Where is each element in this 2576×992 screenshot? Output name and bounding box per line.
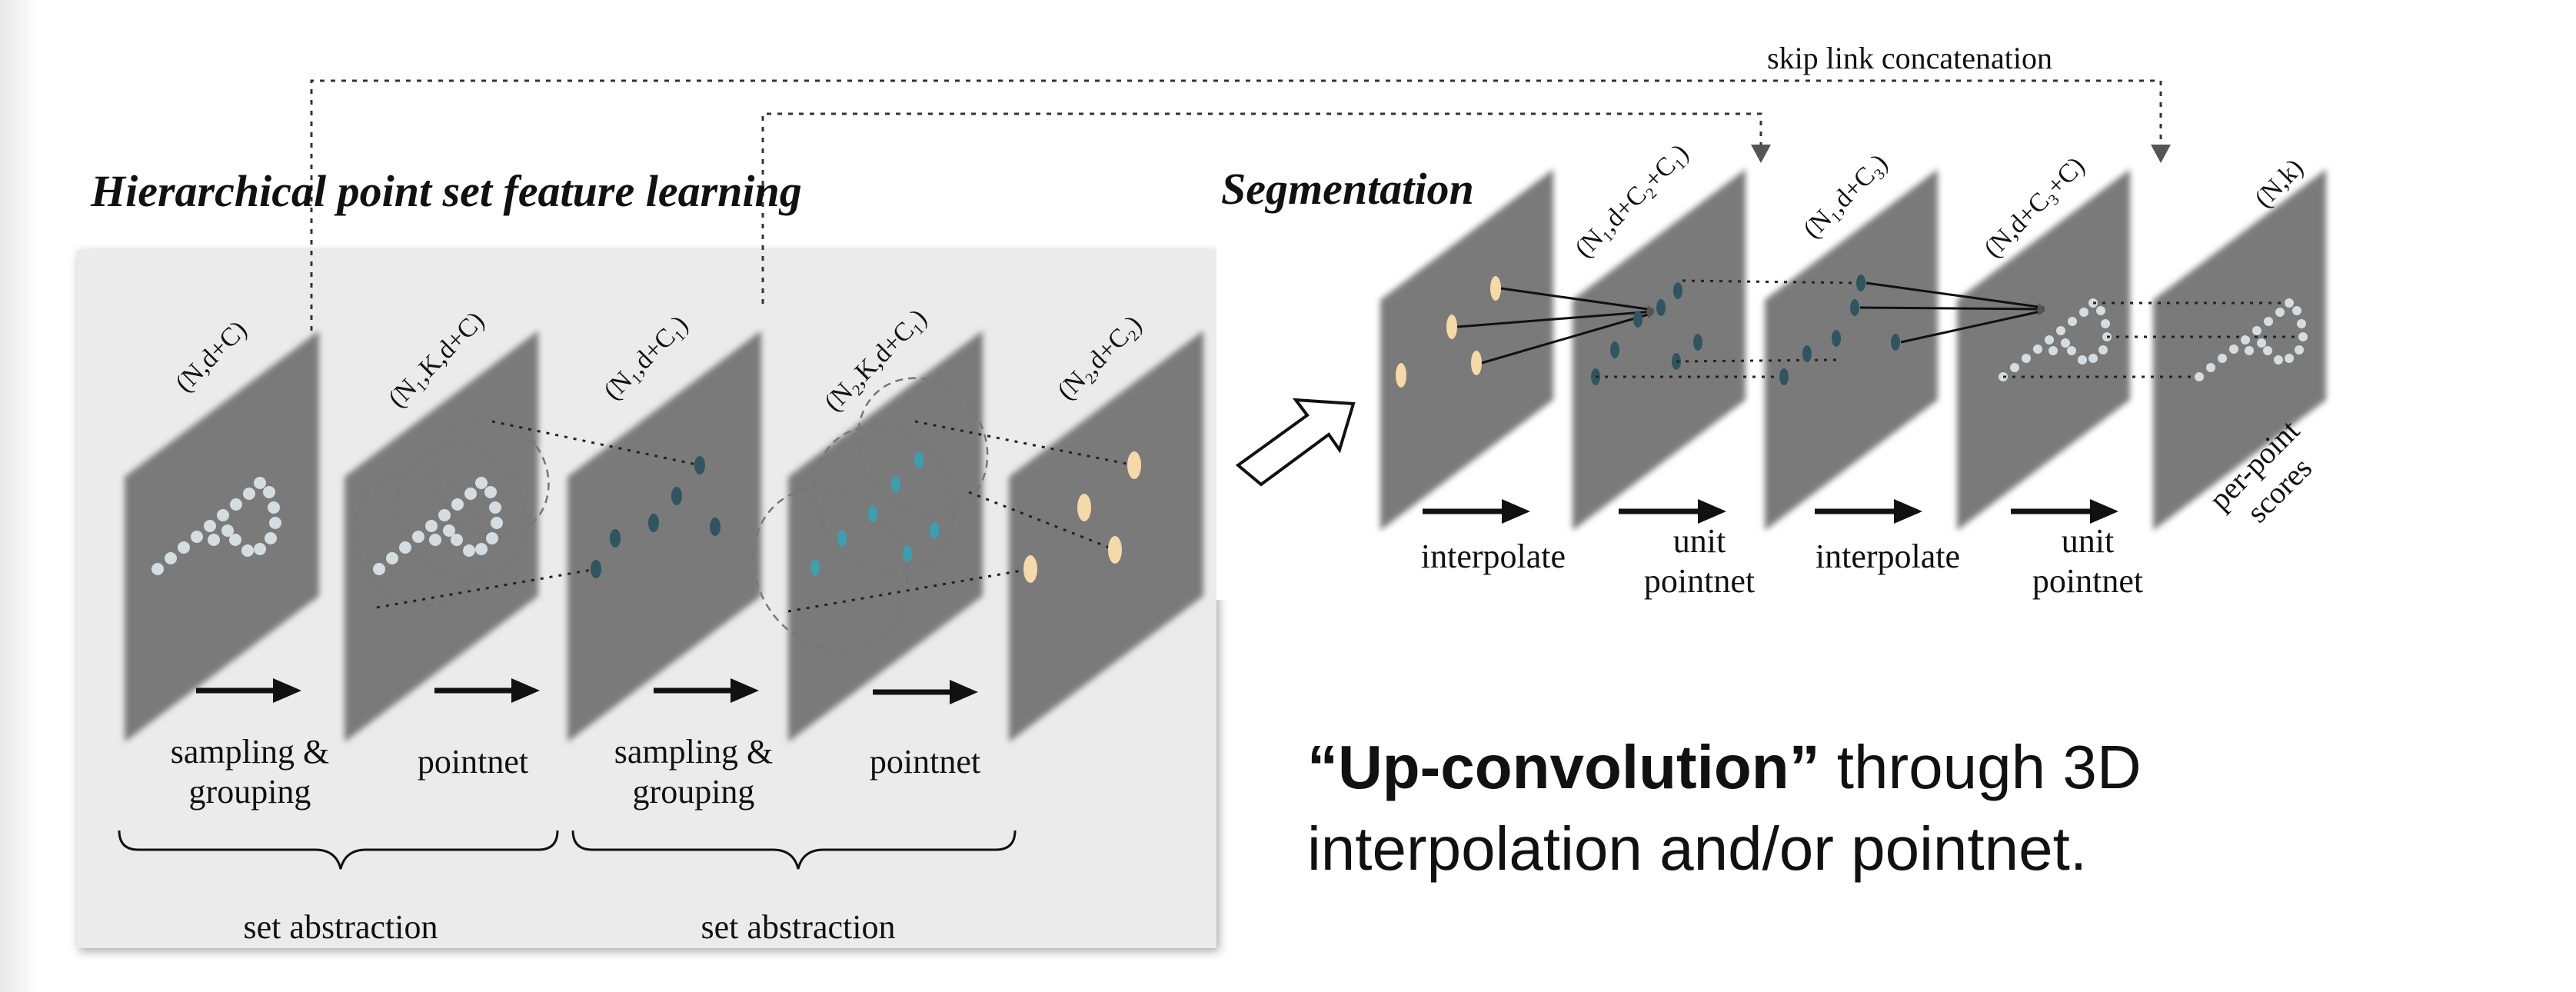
brace-2 [571,830,1017,870]
sampling-grouping-label-2: sampling & grouping [614,733,774,811]
plane-4-points [810,451,939,576]
up-convolution-caption: “Up-convolution” through 3D interpolatio… [1307,727,2230,890]
feature-plane-2 [344,331,538,742]
seg-connectors-2-3 [1596,279,1862,378]
skip-link-connectors [310,79,2162,331]
skip-link-arrowhead-outer [2151,145,2171,163]
unit-pointnet-label-2: unit pointnet [2032,522,2144,600]
feature-plane-5 [1009,331,1203,742]
plane-2-points [373,477,503,575]
seg-plane-3-points [1779,275,1900,385]
set-abstraction-label-2: set abstraction [701,908,896,946]
feature-plane-4 [788,331,983,742]
plane-4-to-5-connectors [787,420,1135,613]
skip-link-arrowhead-inner [1751,145,1771,163]
interpolation-arrows-1 [1456,287,1655,365]
transition-arrow [1235,398,1356,487]
plane-1-points [151,477,281,575]
segmentation-planes [1380,169,2326,531]
seg-plane-5 [2153,169,2326,531]
plane-2-groups [354,416,550,607]
pointnet-label-2: pointnet [869,743,981,781]
interpolation-arrows-2 [1859,281,2045,344]
feature-learning-heading: Hierarchical point set feature learning [91,166,802,216]
left-edge-shadow [0,0,35,992]
feature-plane-1 [125,331,319,742]
set-abstraction-label-1: set abstraction [243,908,438,946]
segmentation-op-arrows [1423,499,2118,524]
segmentation-heading: Segmentation [1221,164,1474,214]
seg-plane-4-points [1999,298,2112,381]
seg-plane-4 [1957,169,2130,531]
plane-5-points [1023,451,1141,583]
interpolate-label-1: interpolate [1420,538,1566,575]
caption-bold: “Up-convolution” [1307,733,1820,801]
feature-planes [125,331,1203,742]
set-abstraction-braces [118,830,1017,870]
plane-3-points [591,456,721,578]
seg-plane-3 [1765,169,1938,531]
plane-2-to-3-connectors [376,420,701,609]
seg-plane-1-points [1396,276,1501,388]
skip-link-label: skip link concatenation [1767,41,2053,75]
plane-4-groups [752,377,989,651]
pointnet-label-1: pointnet [417,743,529,781]
seg-plane-2 [1573,169,1746,531]
interpolate-label-2: interpolate [1815,538,1961,575]
skip-link-outer [310,79,2162,331]
sampling-grouping-label-1: sampling & grouping [170,733,330,811]
brace-1 [118,830,559,870]
feature-op-arrows [196,678,978,704]
feature-plane-3 [567,331,761,742]
seg-plane-1 [1380,169,1553,531]
skip-link-inner [761,112,1762,304]
unit-pointnet-label-1: unit pointnet [1643,522,1756,600]
seg-plane-5-points [2195,298,2308,381]
caption-rest: through 3D interpolation and/or pointnet… [1307,733,2142,883]
